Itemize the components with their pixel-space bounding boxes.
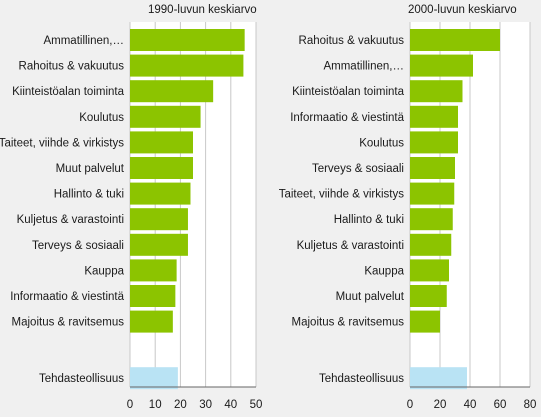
bar-1-kuljetus-varastointi — [130, 208, 188, 231]
category-label-1-kauppa: Kauppa — [84, 265, 124, 277]
category-label-2-ammatillinen: Ammatillinen,… — [323, 61, 404, 73]
bar-1-kauppa — [130, 259, 177, 282]
category-label-2-muut-palvelut: Muut palvelut — [336, 291, 405, 303]
x-tick-label-2-80: 80 — [524, 399, 537, 411]
bar-2-tehdasteollisuus — [410, 367, 467, 390]
bar-1-rahoitus-vakuutus — [130, 54, 244, 77]
category-label-2-taiteet-viihde-virkistys: Taiteet, viihde & virkistys — [279, 189, 405, 201]
bar-2-terveys-sosiaali — [410, 157, 455, 179]
category-label-1-terveys-sosiaali: Terveys & sosiaali — [32, 240, 124, 252]
category-label-2-kauppa: Kauppa — [364, 265, 404, 277]
x-tick-label-2-40: 40 — [464, 399, 477, 411]
bar-2-informaatio-viestinta — [410, 105, 458, 128]
bar-1-hallinto-tuki — [130, 182, 191, 205]
category-label-2-informaatio-viestinta: Informaatio & viestintä — [290, 112, 404, 124]
bar-1-muut-palvelut — [130, 157, 193, 179]
category-label-1-ammatillinen: Ammatillinen,… — [43, 35, 124, 47]
bar-1-taiteet-viihde-virkistys — [130, 131, 193, 154]
category-label-2-kiinteistoalan-toiminta: Kiinteistöalan toiminta — [292, 86, 404, 98]
x-tick-label-1-0: 0 — [127, 399, 133, 411]
bar-1-majoitus-ravitsemus — [130, 310, 173, 333]
category-label-1-tehdasteollisuus: Tehdasteollisuus — [39, 373, 124, 385]
chart-title-1: 1990-luvun keskiarvo — [148, 4, 257, 16]
category-label-2-rahoitus-vakuutus: Rahoitus & vakuutus — [299, 35, 405, 47]
bar-1-terveys-sosiaali — [130, 233, 188, 256]
bar-1-tehdasteollisuus — [130, 367, 178, 390]
bar-2-rahoitus-vakuutus — [410, 29, 500, 51]
chart-title-2: 2000-luvun keskiarvo — [408, 4, 517, 16]
bar-2-kiinteistoalan-toiminta — [410, 80, 463, 103]
x-tick-label-2-60: 60 — [494, 399, 507, 411]
category-label-1-koulutus: Koulutus — [79, 112, 124, 124]
bar-1-informaatio-viestinta — [130, 285, 176, 307]
category-label-2-tehdasteollisuus: Tehdasteollisuus — [319, 373, 404, 385]
x-tick-label-1-10: 10 — [149, 399, 162, 411]
x-tick-label-1-50: 50 — [250, 399, 263, 411]
bar-2-taiteet-viihde-virkistys — [410, 182, 455, 205]
category-label-1-rahoitus-vakuutus: Rahoitus & vakuutus — [19, 61, 125, 73]
bar-2-ammatillinen — [410, 54, 473, 77]
category-label-1-hallinto-tuki: Hallinto & tuki — [54, 189, 124, 201]
bar-1-ammatillinen — [130, 29, 245, 51]
category-label-1-muut-palvelut: Muut palvelut — [56, 163, 125, 175]
bar-2-kauppa — [410, 259, 449, 282]
bar-2-muut-palvelut — [410, 285, 447, 307]
category-label-2-majoitus-ravitsemus: Majoitus & ravitsemus — [292, 317, 405, 329]
category-label-1-informaatio-viestinta: Informaatio & viestintä — [10, 291, 124, 303]
x-tick-label-1-20: 20 — [174, 399, 187, 411]
category-label-1-kuljetus-varastointi: Kuljetus & varastointi — [17, 214, 124, 226]
bar-2-koulutus — [410, 131, 458, 154]
category-label-1-taiteet-viihde-virkistys: Taiteet, viihde & virkistys — [0, 137, 124, 149]
bar-2-kuljetus-varastointi — [410, 233, 452, 256]
category-label-2-terveys-sosiaali: Terveys & sosiaali — [312, 163, 404, 175]
category-label-2-koulutus: Koulutus — [359, 137, 404, 149]
x-tick-label-2-20: 20 — [434, 399, 447, 411]
category-label-2-hallinto-tuki: Hallinto & tuki — [334, 214, 404, 226]
x-tick-label-2-0: 0 — [407, 399, 413, 411]
bar-1-koulutus — [130, 105, 201, 128]
x-tick-label-1-30: 30 — [199, 399, 212, 411]
x-tick-label-1-40: 40 — [224, 399, 237, 411]
bar-2-majoitus-ravitsemus — [410, 310, 440, 333]
bar-2-hallinto-tuki — [410, 208, 453, 231]
category-label-1-majoitus-ravitsemus: Majoitus & ravitsemus — [12, 317, 125, 329]
bar-1-kiinteistoalan-toiminta — [130, 80, 214, 103]
category-label-2-kuljetus-varastointi: Kuljetus & varastointi — [297, 240, 404, 252]
category-label-1-kiinteistoalan-toiminta: Kiinteistöalan toiminta — [12, 86, 124, 98]
